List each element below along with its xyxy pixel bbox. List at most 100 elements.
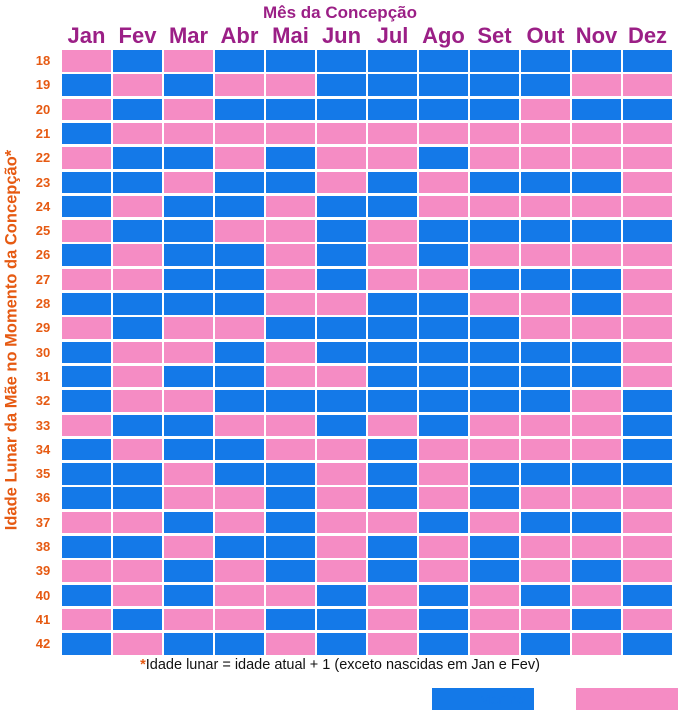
heatmap-cell [62, 50, 111, 72]
heatmap-cell [419, 390, 468, 412]
heatmap-cell [521, 560, 570, 582]
heatmap-cell [623, 293, 672, 315]
heatmap-cell [62, 171, 111, 193]
heatmap-cell [266, 487, 315, 509]
heatmap-cell [521, 147, 570, 169]
month-label: Abr [220, 23, 259, 48]
heatmap-cell [419, 122, 468, 145]
heatmap-cell [368, 511, 417, 534]
heatmap-cell [419, 195, 468, 218]
footnote-text: Idade lunar = idade atual + 1 (exceto na… [145, 657, 540, 673]
heatmap-cell [266, 171, 315, 193]
heatmap-cell [215, 147, 264, 169]
heatmap-cell [368, 293, 417, 315]
heatmap-cell [521, 293, 570, 315]
heatmap-cell [572, 633, 621, 655]
heatmap-cell [62, 195, 111, 218]
heatmap-cell [521, 50, 570, 72]
heatmap-cell [266, 244, 315, 266]
heatmap-cell [113, 536, 162, 558]
heatmap-cell [623, 463, 672, 485]
heatmap-cell [623, 438, 672, 461]
heatmap-cell [419, 171, 468, 193]
heatmap-cell [572, 536, 621, 558]
age-label: 22 [35, 150, 51, 166]
heatmap-cell [113, 390, 162, 412]
heatmap-cell [317, 608, 366, 631]
heatmap-cell [266, 317, 315, 339]
heatmap-cell [62, 438, 111, 461]
heatmap-cell [572, 122, 621, 145]
heatmap-cell [572, 195, 621, 218]
heatmap-cell [419, 98, 468, 121]
heatmap-cell [470, 147, 519, 169]
heatmap-cell [368, 122, 417, 145]
heatmap-cell [368, 633, 417, 655]
heatmap-cell [419, 244, 468, 266]
heatmap-cell [113, 244, 162, 266]
age-label: 38 [35, 539, 51, 554]
heatmap-cell [62, 244, 111, 266]
heatmap-cell [572, 390, 621, 412]
heatmap-cell [317, 268, 366, 291]
heatmap-cell [317, 414, 366, 436]
heatmap-cell [113, 463, 162, 485]
heatmap-cell [521, 317, 570, 339]
heatmap-cell [62, 536, 111, 558]
heatmap-cell [623, 608, 672, 631]
heatmap-cell [572, 438, 621, 461]
heatmap-cell [572, 414, 621, 436]
heatmap-cell [419, 608, 468, 631]
heatmap-cell [521, 414, 570, 436]
heatmap-cell [215, 317, 264, 339]
heatmap-cell [623, 195, 672, 218]
heatmap-cell [470, 317, 519, 339]
heatmap-cell [368, 487, 417, 509]
heatmap-cell [317, 122, 366, 145]
heatmap-cell [470, 584, 519, 607]
heatmap-cell [623, 390, 672, 412]
y-axis-label-container: Idade Lunar da Mãe no Momento da Concepç… [2, 60, 22, 620]
heatmap-cell [164, 244, 213, 266]
heatmap-cell [419, 511, 468, 534]
heatmap-cell [470, 50, 519, 72]
heatmap-cell [164, 438, 213, 461]
heatmap-cell [368, 341, 417, 364]
age-label: 30 [35, 344, 51, 360]
heatmap-cell [419, 147, 468, 169]
heatmap-cell [164, 463, 213, 485]
heatmap-cell [113, 171, 162, 193]
heatmap-cell [266, 220, 315, 242]
heatmap-cell [623, 171, 672, 193]
heatmap-cell [317, 244, 366, 266]
heatmap-cell [470, 390, 519, 412]
heatmap-cell [317, 536, 366, 558]
heatmap-cell [419, 487, 468, 509]
heatmap-cell [470, 122, 519, 145]
heatmap-cell [572, 293, 621, 315]
age-label: 18 [35, 53, 51, 68]
heatmap-cell [164, 317, 213, 339]
heatmap-cell [113, 560, 162, 582]
heatmap-cell [521, 487, 570, 509]
legend-label-menina: Menina [626, 691, 672, 707]
heatmap-cell [623, 317, 672, 339]
heatmap-cell [62, 365, 111, 388]
heatmap-cell [62, 268, 111, 291]
age-label: 35 [35, 466, 51, 482]
heatmap-cell [521, 98, 570, 121]
heatmap-cell [572, 171, 621, 193]
heatmap-cell [266, 463, 315, 485]
age-label: 32 [35, 393, 51, 409]
heatmap-cell [62, 98, 111, 121]
heatmap-cell [419, 293, 468, 315]
heatmap-cell [164, 390, 213, 412]
heatmap-cell [368, 390, 417, 412]
age-label: 19 [35, 77, 51, 93]
heatmap-cell [317, 560, 366, 582]
heatmap-cell [368, 365, 417, 388]
heatmap-cell [368, 584, 417, 607]
heatmap-cell [419, 268, 468, 291]
heatmap-cell [164, 560, 213, 582]
footnote: *Idade lunar = idade atual + 1 (exceto n… [0, 657, 680, 673]
